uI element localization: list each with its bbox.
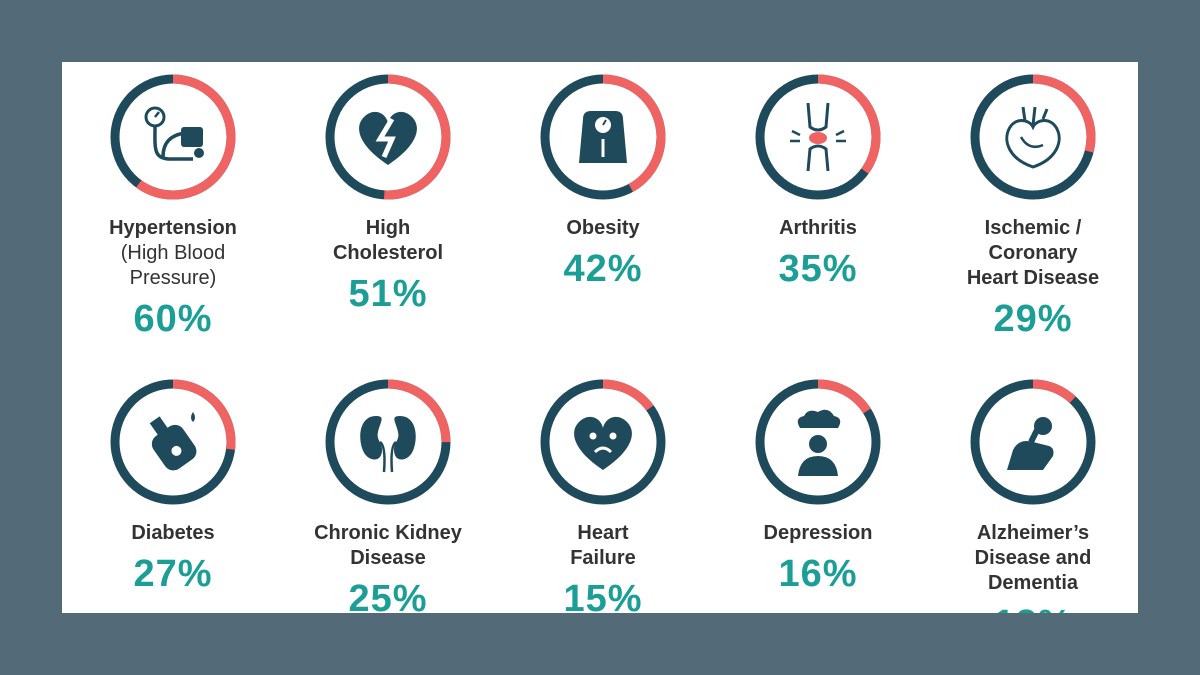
donut-value-arc	[970, 74, 1096, 200]
donut-ring	[538, 377, 668, 507]
donut-ring	[108, 72, 238, 202]
stat-percent: 12%	[913, 602, 1138, 613]
sad-person-icon	[1007, 417, 1054, 470]
donut-value-arc	[755, 379, 881, 505]
stat-label: Heart Failure	[570, 522, 636, 569]
stat-item-7: Chronic Kidney Disease 25%	[268, 377, 508, 613]
stat-percent: 25%	[348, 578, 428, 613]
donut-svg	[540, 74, 666, 200]
kidneys-icon	[360, 416, 416, 473]
stat-percent: 35%	[778, 248, 858, 290]
infographic-card: Hypertension (High Blood Pressure) 60% High…	[62, 62, 1138, 613]
person-cloud-icon	[797, 409, 841, 476]
donut-ring	[968, 377, 1098, 507]
scale-icon	[579, 111, 627, 163]
stat-item-4: Arthritis 35%	[698, 72, 938, 291]
stat-percent: 60%	[133, 298, 213, 340]
donut-svg	[110, 74, 236, 200]
donut-value-arc	[325, 74, 451, 200]
donut-svg	[970, 379, 1096, 505]
donut-value-arc	[970, 379, 1096, 505]
stat-percent: 27%	[133, 553, 213, 595]
stat-label: Depression	[763, 522, 873, 544]
stat-label: Diabetes	[131, 522, 215, 544]
stat-percent: 51%	[348, 273, 428, 315]
stat-label: Hypertension (High Blood Pressure)	[62, 216, 293, 291]
blood-pressure-monitor-icon	[144, 106, 204, 161]
stat-percent: 42%	[563, 248, 643, 290]
stat-percent: 29%	[993, 298, 1073, 340]
stat-percent: 15%	[563, 578, 643, 613]
stat-item-9: Depression 16%	[698, 377, 938, 596]
donut-ring	[323, 72, 453, 202]
donut-value-arc	[755, 74, 881, 200]
stat-item-6: Diabetes 27%	[62, 377, 293, 596]
donut-ring	[753, 377, 883, 507]
stat-sublabel: (High Blood Pressure)	[120, 242, 226, 289]
donut-svg	[970, 74, 1096, 200]
stat-label: Alzheimer’s Disease and Dementia	[974, 522, 1092, 594]
donut-ring	[968, 72, 1098, 202]
stat-item-10: Alzheimer’s Disease and Dementia 12%	[913, 377, 1138, 613]
donut-svg	[325, 74, 451, 200]
stat-item-2: High Cholesterol 51%	[268, 72, 508, 316]
stat-item-1: Hypertension (High Blood Pressure) 60%	[62, 72, 293, 341]
stat-label: Chronic Kidney Disease	[314, 522, 462, 569]
stat-item-5: Ischemic / Coronary Heart Disease 29%	[913, 72, 1138, 341]
knee-joint-icon	[790, 102, 846, 172]
donut-ring	[323, 377, 453, 507]
donut-ring	[538, 72, 668, 202]
donut-value-arc	[325, 379, 451, 505]
donut-svg	[110, 379, 236, 505]
broken-heart-icon	[359, 111, 417, 165]
donut-value-arc	[540, 379, 666, 505]
stat-item-3: Obesity 42%	[483, 72, 723, 291]
donut-svg	[540, 379, 666, 505]
donut-value-arc	[110, 74, 236, 200]
stat-label: Arthritis	[779, 217, 857, 239]
stat-percent: 16%	[778, 553, 858, 595]
donut-svg	[755, 379, 881, 505]
donut-svg	[325, 379, 451, 505]
donut-svg	[755, 74, 881, 200]
stat-label: High Cholesterol	[332, 217, 444, 264]
stat-label: Obesity	[566, 217, 640, 239]
stat-item-8: Heart Failure 15%	[483, 377, 723, 613]
glucose-meter-icon	[149, 412, 197, 471]
donut-ring	[753, 72, 883, 202]
heart-organ-icon	[1005, 106, 1061, 169]
sad-heart-icon	[574, 416, 632, 470]
donut-ring	[108, 377, 238, 507]
donut-value-arc	[540, 74, 666, 200]
stat-label: Ischemic / Coronary Heart Disease	[966, 217, 1100, 289]
donut-value-arc	[110, 379, 236, 505]
